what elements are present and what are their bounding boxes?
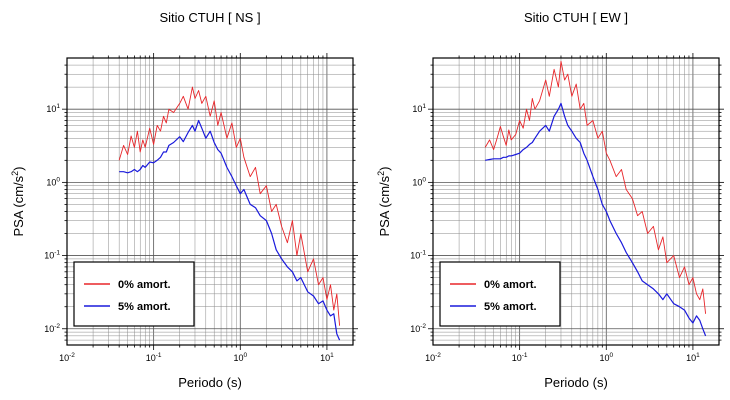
plot-frame — [432, 57, 720, 346]
legend-box — [439, 261, 561, 327]
x-tick-label: 10-1 — [512, 352, 528, 363]
y-tick-label: 10-2 — [410, 323, 426, 334]
legend-label: 5% amort. — [118, 301, 171, 313]
y-axis-label: PSA (cm/s2) — [376, 166, 392, 236]
y-tick-label: 10-2 — [44, 323, 60, 334]
legend-label: 0% amort. — [118, 279, 171, 291]
chart-panel-ew: 10-2 10-1 100 101 10-2 10-1 100 101 0% amort. 5% … — [376, 10, 724, 390]
grid — [67, 58, 353, 345]
y-tick-label: 101 — [412, 103, 426, 114]
x-axis-label: Periodo (s) — [544, 375, 608, 390]
y-tick-label: 10-1 — [44, 250, 60, 261]
x-tick-label: 10-1 — [146, 352, 162, 363]
plot-frame — [66, 57, 354, 346]
chart-title: Sitio CTUH [ EW ] — [524, 10, 628, 25]
x-tick-label: 100 — [599, 352, 613, 363]
series-line-damping-0 — [484, 60, 707, 314]
y-axis-label: PSA (cm/s2) — [10, 166, 26, 236]
legend-label: 5% amort. — [484, 301, 537, 313]
legend-box — [73, 261, 195, 327]
x-tick-label: 100 — [233, 352, 247, 363]
legend-label: 0% amort. — [484, 279, 537, 291]
legend: 0% amort. 5% amort. — [439, 261, 561, 327]
y-tick-label: 100 — [412, 176, 426, 187]
chart-title: Sitio CTUH [ NS ] — [159, 10, 260, 25]
chart-panel-ns: 10-2 10-1 100 101 10-2 10-1 100 101 0% amort. 5% … — [10, 10, 358, 390]
y-tick-label: 10-1 — [410, 250, 426, 261]
series-line-damping-0 — [118, 86, 341, 326]
series-line-damping-5 — [485, 102, 707, 337]
series-line-damping-5 — [119, 119, 341, 341]
x-tick-label: 101 — [686, 352, 700, 363]
y-tick-label: 101 — [46, 103, 60, 114]
x-tick-label: 10-2 — [425, 352, 441, 363]
y-tick-label: 100 — [46, 176, 60, 187]
x-tick-label: 10-2 — [59, 352, 75, 363]
x-tick-label: 101 — [320, 352, 334, 363]
x-axis-label: Periodo (s) — [178, 375, 242, 390]
legend: 0% amort. 5% amort. — [73, 261, 195, 327]
